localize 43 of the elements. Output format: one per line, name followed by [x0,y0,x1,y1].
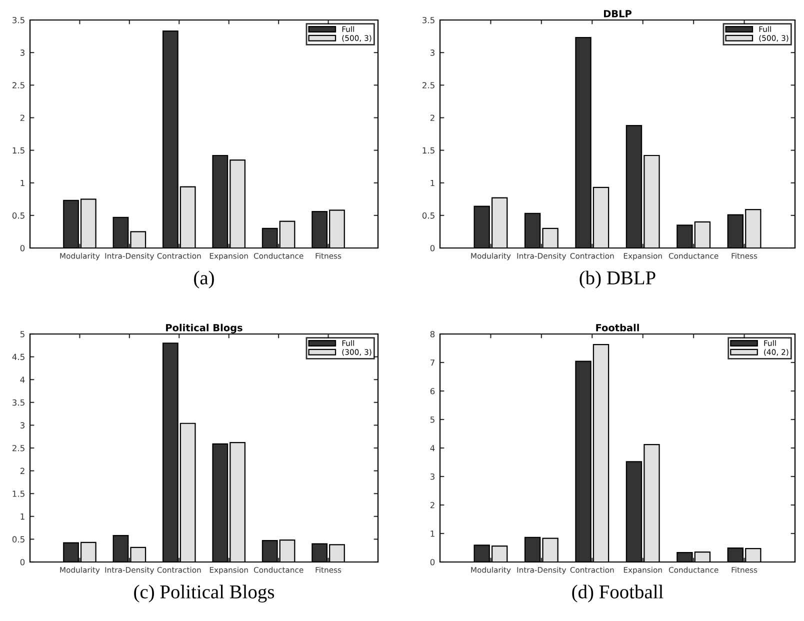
y-tick-label: 1 [20,180,24,186]
y-tick-label: 5 [430,416,434,423]
chart-title: Political Blogs [166,324,242,334]
y-tick-label: 0 [430,244,435,252]
y-tick-label: 1.5 [422,147,434,154]
y-tick-label: 2.5 [12,82,24,88]
y-tick-label: 1 [20,513,24,520]
y-tick-label: 1.5 [12,490,24,497]
y-tick-label: 0.5 [12,536,24,542]
y-tick-label: 0 [430,558,435,566]
y-tick-label: 2.5 [422,82,434,88]
y-tick-label: 1 [430,530,434,537]
y-tick-label: 3 [430,473,434,480]
y-tick-label: 4.5 [12,354,24,360]
y-tick-label: 2 [20,468,24,474]
y-tick-label: 0.5 [12,212,24,219]
y-tick-label: 3 [20,50,24,56]
chart-title: Football [596,324,639,332]
text: (a) [194,270,214,288]
y-tick-label: 2 [20,114,24,121]
text: (d) Football [572,584,664,602]
y-tick-label: 2.5 [12,444,24,452]
y-tick-label: 8 [430,330,435,338]
y-tick-label: 0 [20,558,25,566]
y-tick-label: 1.5 [12,147,24,154]
y-tick-label: 5 [20,331,24,338]
y-tick-label: 7 [430,360,434,366]
y-tick-label: 2 [430,502,434,508]
text: (c) Political Blogs [134,584,274,602]
y-tick-label: 0.5 [422,212,434,219]
y-tick-label: 4 [430,445,435,452]
y-tick-label: 3.5 [12,16,24,24]
chart-title: DBLP [604,10,632,18]
y-tick-label: 3 [430,50,434,56]
y-tick-label: 0 [20,244,25,252]
y-tick-label: 1 [430,180,434,186]
y-tick-label: 3.5 [422,16,434,24]
y-tick-label: 3 [20,422,24,428]
text: (b) DBLP [580,270,656,288]
y-tick-label: 6 [430,388,435,394]
y-tick-label: 4 [20,376,25,383]
y-tick-label: 3.5 [12,399,24,406]
y-tick-label: 2 [430,114,434,121]
